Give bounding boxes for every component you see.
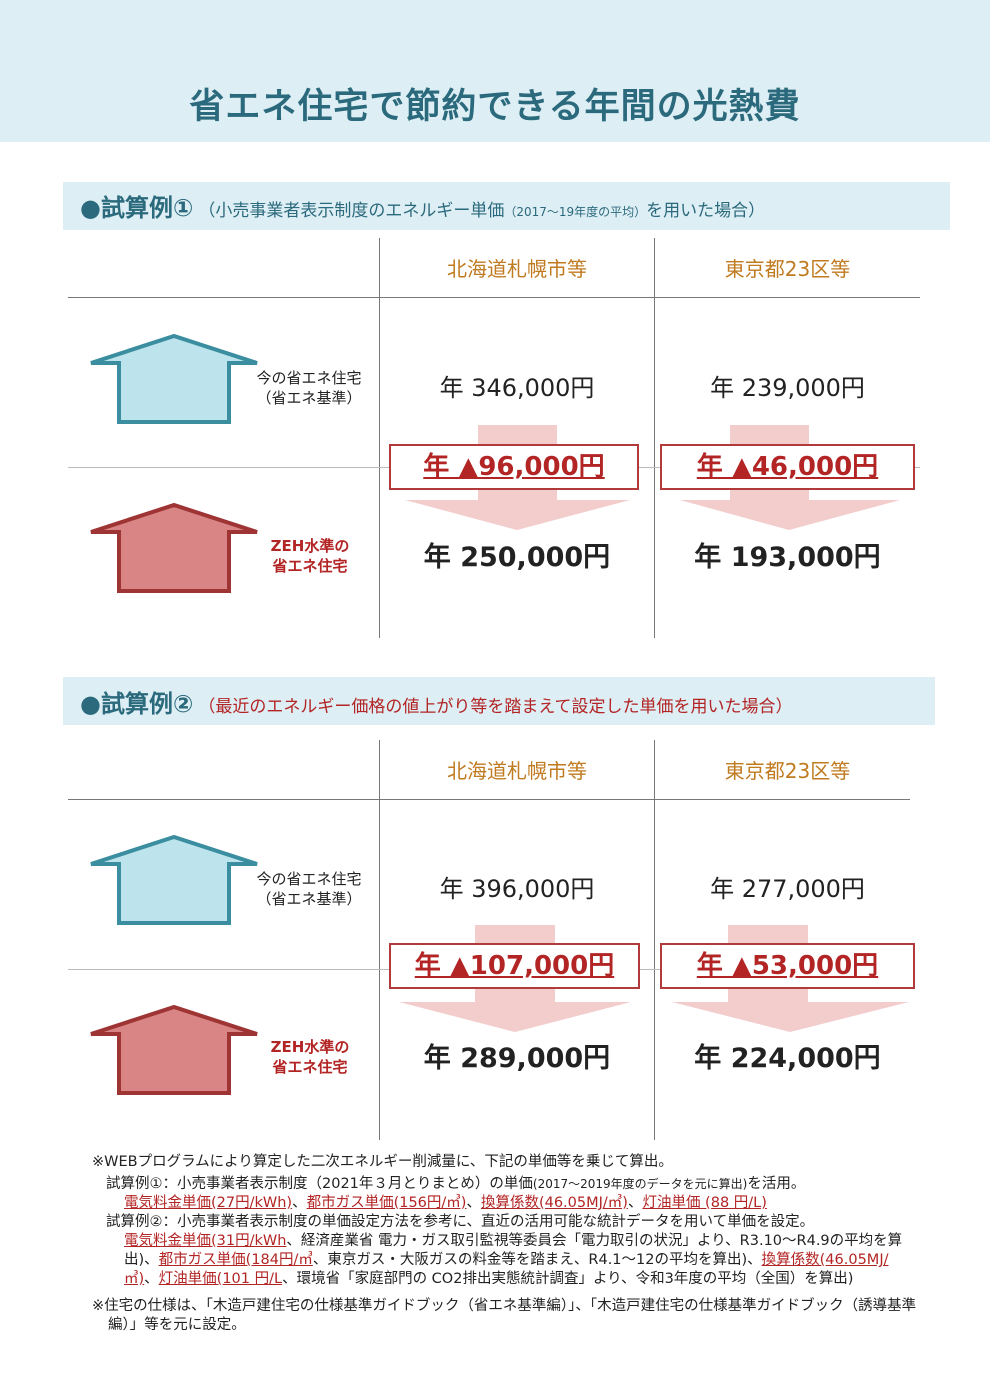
section-2-col-tokyo: 東京都23区等 — [724, 759, 851, 783]
section-2-header-rule — [68, 799, 910, 800]
house-current-label-2-line2: （省エネ基準） — [256, 890, 362, 908]
sep: 、 — [144, 1271, 159, 1287]
house-current-icon — [90, 333, 258, 424]
unit-factor-1: 換算係数(46.05MJ/㎥) — [480, 1195, 628, 1211]
note-example-1-period: (2017～2019年度のデータを元に算出) — [532, 1177, 748, 1191]
house-zeh-icon — [90, 502, 258, 593]
sep: 、 — [627, 1195, 643, 1211]
section-2-divider-left — [379, 740, 380, 1140]
section-2-reduction-tokyo: 年 ▲53,000円 — [660, 943, 915, 989]
house-zeh-label-2-line1: ZEH水準の — [270, 1038, 350, 1056]
house-zeh-label-line1: ZEH水準の — [270, 537, 350, 555]
header-band — [0, 0, 990, 142]
section-1-zeh-tokyo: 年 193,000円 — [694, 542, 881, 573]
unit-electricity-1: 電気料金単価(27円/kWh) — [124, 1195, 293, 1211]
note-example-1-text: 試算例①：小売事業者表示制度（2021年３月とりまとめ）の単価 — [106, 1176, 533, 1192]
house-current-label-2-line1: 今の省エネ住宅 — [256, 870, 362, 888]
sep: 、 — [292, 1195, 307, 1211]
section-1-subtitle: （小売事業者表示制度のエネルギー単価 — [198, 201, 505, 221]
page-title: 省エネ住宅で節約できる年間の光熱費 — [189, 87, 801, 127]
unit-kerosene-2: 灯油単価(101 円/L — [158, 1271, 283, 1287]
section-1-col-sapporo: 北海道札幌市等 — [447, 257, 587, 281]
note-example-2-kerosene-source: 、環境省「家庭部門の CO2排出実態統計調査」より、令和3年度の平均（全国）を算… — [282, 1271, 854, 1287]
section-1-zeh-sapporo: 年 250,000円 — [423, 542, 611, 573]
house-zeh-label-2-line2: 省エネ住宅 — [272, 1058, 348, 1076]
note-example-2-gas-source: 、東京ガス・大阪ガスの料金等を踏まえ、R4.1～12の平均を算出)、 — [312, 1252, 762, 1268]
house-current-label-2: 今の省エネ住宅 （省エネ基準） — [244, 869, 374, 909]
note-example-2: 試算例②：小売事業者表示制度の単価設定方法を参考に、直近の活用可能な統計データを… — [106, 1214, 815, 1230]
unit-gas-2: 都市ガス単価(184円/㎥ — [158, 1252, 313, 1268]
section-1-divider-right — [654, 238, 655, 638]
unit-electricity-2: 電気料金単価(31円/kWh — [124, 1233, 287, 1249]
section-2-zeh-sapporo: 年 289,000円 — [423, 1043, 611, 1074]
house-zeh-label-line2: 省エネ住宅 — [272, 557, 348, 575]
footnotes: ※WEBプログラムにより算定した二次エネルギー削減量に、下記の単価等を乗じて算出… — [92, 1153, 922, 1335]
section-1-reduction-sapporo: 年 ▲96,000円 — [389, 444, 639, 490]
section-2-band — [63, 677, 935, 725]
section-2-subtitle: （最近のエネルギー価格の値上がり等を踏まえて設定した単価を用いた場合） — [198, 697, 793, 717]
section-1-header-rule — [68, 297, 920, 298]
section-1-subtitle-period: （2017～19年度の平均） — [504, 205, 647, 219]
note-example-1-end: を活用。 — [747, 1176, 806, 1192]
house-current-label: 今の省エネ住宅 （省エネ基準） — [244, 368, 374, 408]
section-2-divider-right — [654, 740, 655, 1140]
section-1-divider-left — [379, 238, 380, 638]
section-1-reduction-tokyo: 年 ▲46,000円 — [660, 444, 915, 490]
section-1-current-sapporo: 年 346,000円 — [439, 374, 595, 402]
note-1: ※WEBプログラムにより算定した二次エネルギー削減量に、下記の単価等を乗じて算出… — [92, 1154, 673, 1170]
sep: 、 — [466, 1195, 481, 1211]
note-example-2-elec-source: 、経済産業省 電力・ガス取引監視等委員会「電力取引の状況」より、R3.10～R4… — [124, 1233, 903, 1268]
section-2-current-sapporo: 年 396,000円 — [439, 875, 595, 903]
unit-factor-2: 換算係数(46.05MJ/㎥) — [124, 1252, 889, 1287]
section-2-title: ●試算例② — [80, 690, 194, 718]
house-zeh-label: ZEH水準の 省エネ住宅 — [250, 536, 370, 576]
house-current-icon-2 — [90, 834, 258, 925]
note-example-1: 試算例①：小売事業者表示制度（2021年３月とりまとめ）の単価(2017～201… — [92, 1175, 922, 1194]
section-2-heading: ●試算例② （最近のエネルギー価格の値上がり等を踏まえて設定した単価を用いた場合… — [80, 684, 793, 719]
section-1-title: ●試算例① — [80, 194, 194, 222]
house-current-label-line2: （省エネ基準） — [256, 389, 362, 407]
unit-gas-1: 都市ガス単価(156円/㎥) — [306, 1195, 467, 1211]
section-2-col-sapporo: 北海道札幌市等 — [447, 759, 587, 783]
section-1-band — [63, 182, 950, 230]
section-1-current-tokyo: 年 239,000円 — [710, 374, 865, 402]
section-1-heading: ●試算例① （小売事業者表示制度のエネルギー単価（2017～19年度の平均）を用… — [80, 188, 765, 223]
unit-kerosene-1: 灯油単価 (88 円/L) — [642, 1195, 767, 1211]
section-2-reduction-sapporo: 年 ▲107,000円 — [389, 943, 640, 989]
house-current-label-line1: 今の省エネ住宅 — [256, 369, 362, 387]
section-2-zeh-tokyo: 年 224,000円 — [694, 1043, 881, 1074]
note-example-2-units: 電気料金単価(31円/kWh、経済産業省 電力・ガス取引監視等委員会「電力取引の… — [92, 1232, 922, 1289]
house-zeh-icon-2 — [90, 1004, 258, 1095]
section-2-current-tokyo: 年 277,000円 — [710, 875, 865, 903]
house-zeh-label-2: ZEH水準の 省エネ住宅 — [250, 1037, 370, 1077]
section-1-subtitle-end: を用いた場合） — [646, 201, 766, 221]
note-2: ※住宅の仕様は、「木造戸建住宅の仕様基準ガイドブック（省エネ基準編）」、「木造戸… — [92, 1298, 917, 1333]
note-example-1-units: 電気料金単価(27円/kWh)、都市ガス単価(156円/㎥)、換算係数(46.0… — [92, 1194, 922, 1213]
section-1-col-tokyo: 東京都23区等 — [724, 257, 851, 281]
